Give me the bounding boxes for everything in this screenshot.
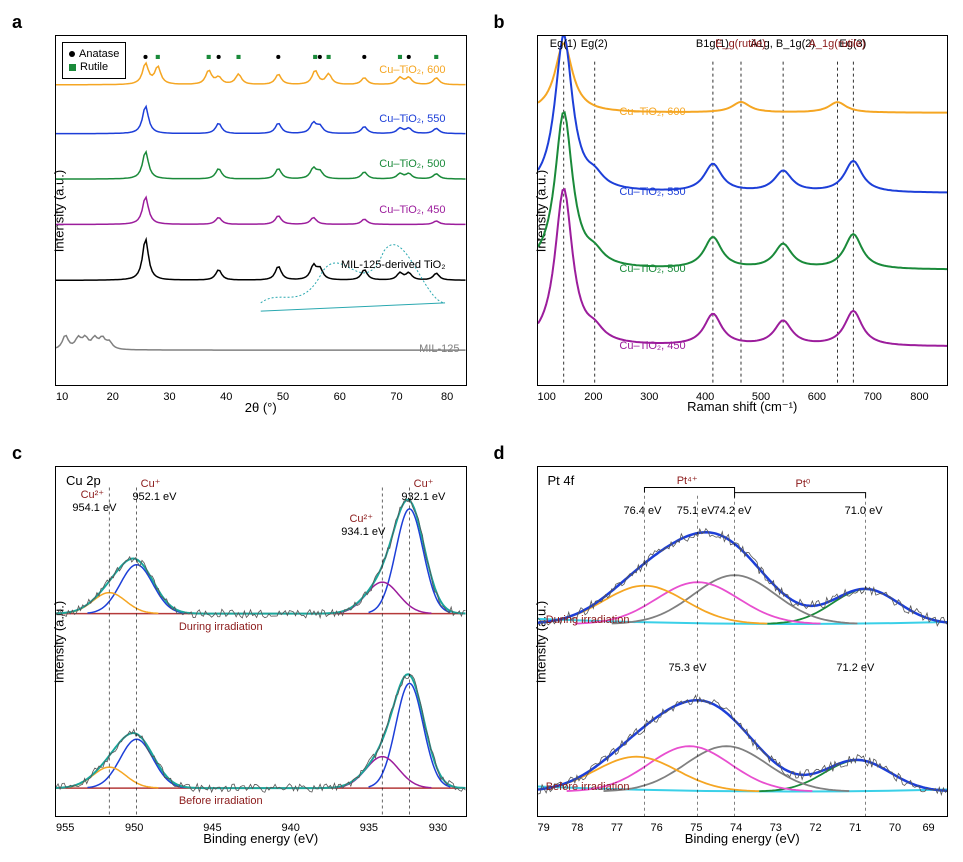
raman-trace-label: Cu–TiO₂, 450	[619, 340, 685, 352]
xps-annotation: 952.1 eV	[132, 491, 176, 503]
x-tick: 50	[277, 391, 289, 403]
xps-annotation: Cu⁺	[414, 477, 434, 490]
x-tick: 20	[107, 391, 119, 403]
xps-annotation: Pt⁴⁺	[677, 474, 698, 487]
xps-annotation: Cu²⁺	[81, 488, 105, 501]
xrd-trace-label: Cu–TiO₂, 500	[379, 158, 445, 170]
x-tick: 75	[690, 822, 702, 834]
raman-rutile-mode-label: A_1g(rutile)	[809, 38, 866, 50]
x-tick: 10	[56, 391, 68, 403]
x-tick: 935	[360, 822, 378, 834]
xps-annotation: 75.1 eV	[677, 505, 715, 517]
x-tick: 78	[571, 822, 583, 834]
x-tick: 300	[640, 391, 658, 403]
x-tick: 100	[538, 391, 556, 403]
xps-annotation: Before irradiation	[179, 795, 263, 807]
raman-trace-label: Cu–TiO₂, 500	[619, 263, 685, 275]
panel-d-plot: Pt 4f Intensity (a.u.) Binding energy (e…	[537, 466, 949, 817]
xps-annotation: 76.4 eV	[623, 505, 661, 517]
panel-c-plot: Cu 2p Intensity (a.u.) Binding energy (e…	[55, 466, 467, 817]
xps-annotation: 74.2 eV	[714, 505, 752, 517]
panel-c-svg	[56, 467, 466, 816]
panel-c-label: c	[12, 443, 22, 464]
x-tick: 80	[441, 391, 453, 403]
xps-annotation: Cu⁺	[141, 477, 161, 490]
x-tick: 800	[910, 391, 928, 403]
panel-d-label: d	[494, 443, 505, 464]
xps-annotation: During irradiation	[179, 621, 263, 633]
panel-b-label: b	[494, 12, 505, 33]
x-tick: 77	[611, 822, 623, 834]
panel-d: d Pt 4f Intensity (a.u.) Binding energy …	[492, 441, 954, 852]
x-tick: 40	[220, 391, 232, 403]
panel-d-xticks: 79 78 77 76 75 74 73 72 71 70 69	[538, 822, 948, 834]
panel-a-xticks: 10 20 30 40 50 60 70 80	[56, 391, 466, 403]
panel-a-plot: Intensity (a.u.) 2θ (°) 1020304050607080…	[55, 35, 467, 386]
xps-annotation: 71.2 eV	[836, 662, 874, 674]
xps-annotation: 75.3 eV	[669, 662, 707, 674]
x-tick: 950	[125, 822, 143, 834]
raman-trace-label: Cu–TiO₂, 600	[619, 106, 685, 118]
panel-b-svg	[538, 36, 948, 385]
x-tick: 72	[809, 822, 821, 834]
x-tick: 71	[849, 822, 861, 834]
x-tick: 79	[538, 822, 550, 834]
x-tick: 600	[808, 391, 826, 403]
x-tick: 60	[334, 391, 346, 403]
x-tick: 73	[770, 822, 782, 834]
xps-annotation: 932.1 eV	[401, 491, 445, 503]
x-tick: 930	[429, 822, 447, 834]
x-tick: 940	[281, 822, 299, 834]
xps-annotation: 71.0 eV	[845, 505, 883, 517]
x-tick: 74	[730, 822, 742, 834]
x-tick: 945	[203, 822, 221, 834]
x-tick: 700	[864, 391, 882, 403]
xps-annotation: Before irradiation	[546, 781, 630, 793]
x-tick: 70	[390, 391, 402, 403]
panel-b-plot: Intensity (a.u.) Raman shift (cm⁻¹) 1002…	[537, 35, 949, 386]
x-tick: 69	[922, 822, 934, 834]
xrd-trace-label: Cu–TiO₂, 550	[379, 113, 445, 125]
xps-annotation: During irradiation	[546, 614, 630, 626]
xrd-trace-label: Cu–TiO₂, 450	[379, 204, 445, 216]
raman-mode-label: Eg(2)	[581, 38, 608, 50]
raman-trace-label: Cu–TiO₂, 550	[619, 186, 685, 198]
panel-d-svg	[538, 467, 948, 816]
x-tick: 70	[889, 822, 901, 834]
xrd-trace-label: MIL-125	[419, 343, 459, 355]
panel-a: a Intensity (a.u.) 2θ (°) 10203040506070…	[10, 10, 472, 421]
raman-mode-label: Eg(1)	[550, 38, 577, 50]
x-tick: 400	[696, 391, 714, 403]
figure-grid: a Intensity (a.u.) 2θ (°) 10203040506070…	[0, 0, 963, 862]
panel-b: b Intensity (a.u.) Raman shift (cm⁻¹) 10…	[492, 10, 954, 421]
x-tick: 30	[163, 391, 175, 403]
x-tick: 500	[752, 391, 770, 403]
panel-c-xticks: 955 950 945 940 935 930	[56, 822, 466, 834]
xrd-trace-label: Cu–TiO₂, 600	[379, 64, 445, 76]
xps-annotation: 934.1 eV	[341, 526, 385, 538]
xps-annotation: Cu²⁺	[349, 512, 373, 525]
panel-a-label: a	[12, 12, 22, 33]
x-tick: 76	[651, 822, 663, 834]
panel-b-xticks: 100 200 300 400 500 600 700 800	[538, 391, 948, 403]
x-tick: 200	[584, 391, 602, 403]
raman-rutile-mode-label: E_g(rutile)	[715, 38, 766, 50]
x-tick: 955	[56, 822, 74, 834]
xps-annotation: Pt⁰	[795, 477, 810, 490]
xps-annotation: 954.1 eV	[72, 502, 116, 514]
panel-c: c Cu 2p Intensity (a.u.) Binding energy …	[10, 441, 472, 852]
xrd-trace-label: MIL-125-derived TiO₂	[341, 259, 446, 271]
